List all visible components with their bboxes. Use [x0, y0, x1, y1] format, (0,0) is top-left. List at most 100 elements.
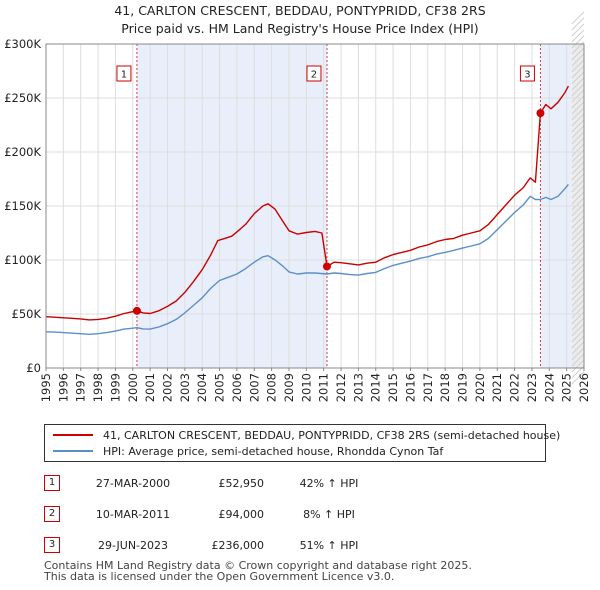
legend-label-property: 41, CARLTON CRESCENT, BEDDAU, PONTYPRIDD… [103, 428, 561, 442]
sale-row: 2 10-MAR-2011 £94,000 8% ↑ HPI [44, 506, 444, 524]
legend-item-property: 41, CARLTON CRESCENT, BEDDAU, PONTYPRIDD… [53, 427, 560, 443]
sale-label-text: 2 [311, 70, 317, 81]
x-tick-label: 2024 [542, 373, 556, 402]
legend-label-hpi: HPI: Average price, semi-detached house,… [103, 444, 444, 458]
x-tick-label: 2014 [369, 373, 383, 402]
x-tick-label: 2010 [299, 373, 313, 402]
footer-line-1: Contains HM Land Registry data © Crown c… [44, 559, 472, 572]
x-tick-label: 2005 [213, 373, 227, 402]
chart-title-line-2: Price paid vs. HM Land Registry's House … [121, 21, 479, 36]
future-hatch-line [571, 227, 585, 241]
sale-label-text: 1 [121, 70, 127, 81]
future-hatch-line [571, 215, 585, 229]
y-tick-label: £50K [12, 307, 42, 321]
x-tick-label: 2004 [195, 373, 209, 402]
sale-price: £94,000 [218, 508, 265, 521]
y-tick-label: £300K [4, 37, 41, 51]
sale-hpi-change: 8% ↑ HPI [303, 508, 355, 521]
future-hatch-line [571, 89, 585, 103]
future-hatch-line [571, 47, 585, 61]
future-hatch-line [571, 245, 585, 259]
future-hatch-line [571, 119, 585, 133]
x-tick-label: 2007 [247, 373, 261, 402]
sale-number-badge: 3 [44, 537, 60, 553]
x-tick-label: 1999 [108, 373, 122, 402]
sale-point [322, 262, 331, 271]
future-hatch-line [571, 353, 585, 367]
legend-swatch-property [53, 434, 93, 436]
future-hatch-line [571, 53, 585, 67]
x-tick-label: 2017 [421, 373, 435, 402]
y-tick-label: £0 [26, 361, 41, 375]
y-tick-label: £150K [4, 199, 41, 213]
legend-item-hpi: HPI: Average price, semi-detached house,… [53, 443, 443, 459]
future-hatch-line [571, 83, 585, 97]
x-tick-label: 2021 [490, 373, 504, 402]
future-hatch-line [571, 35, 585, 49]
sale-date: 10-MAR-2011 [95, 508, 171, 521]
sale-number-badge: 1 [44, 475, 60, 491]
future-hatch-line [571, 221, 585, 235]
future-hatch-line [571, 107, 585, 121]
series-line-property [45, 85, 570, 321]
future-hatch-line [571, 329, 585, 343]
x-tick-label: 2020 [473, 373, 487, 402]
future-hatch-line [571, 131, 585, 145]
sale-label-box [306, 65, 322, 82]
future-hatch-line [571, 29, 585, 43]
x-tick-label: 1998 [91, 373, 105, 402]
y-tick-label: £250K [4, 91, 41, 105]
x-tick-label: 2018 [438, 373, 452, 402]
future-hatch-line [571, 191, 585, 205]
future-hatch-line [571, 185, 585, 199]
future-hatch-line [571, 59, 585, 73]
future-hatch-line [571, 359, 585, 373]
future-hatch-line [571, 209, 585, 223]
x-tick-label: 2006 [230, 373, 244, 402]
future-hatch-line [571, 323, 585, 337]
sale-hpi-change: 42% ↑ HPI [299, 477, 359, 490]
future-hatch-line [571, 305, 585, 319]
future-hatch-line [571, 341, 585, 355]
future-hatch-line [571, 335, 585, 349]
future-hatch-line [571, 371, 585, 385]
sale-label-box [519, 65, 535, 82]
chart-title: 41, CARLTON CRESCENT, BEDDAU, PONTYPRIDD… [0, 2, 600, 38]
x-tick-label: 2001 [143, 373, 157, 402]
future-hatch-line [571, 347, 585, 361]
future-hatch-line [571, 179, 585, 193]
future-hatch-line [571, 197, 585, 211]
sale-date: 27-MAR-2000 [95, 477, 171, 490]
chart-title-line-1: 41, CARLTON CRESCENT, BEDDAU, PONTYPRIDD… [114, 3, 486, 18]
sale-date: 29-JUN-2023 [97, 539, 169, 552]
future-hatch-line [571, 239, 585, 253]
x-tick-label: 2022 [508, 373, 522, 402]
sale-row: 3 29-JUN-2023 £236,000 51% ↑ HPI [44, 537, 444, 555]
y-tick-label: £200K [4, 145, 41, 159]
x-tick-label: 2016 [403, 373, 417, 402]
x-tick-label: 2012 [334, 373, 348, 402]
sale-label-text: 3 [524, 70, 530, 81]
x-tick-label: 2008 [265, 373, 279, 402]
future-hatch-line [571, 143, 585, 157]
future-hatch-line [571, 11, 585, 25]
x-tick-label: 2025 [560, 373, 574, 402]
sale-label-box [116, 65, 132, 82]
future-hatch-line [571, 287, 585, 301]
x-tick-label: 2009 [282, 373, 296, 402]
x-tick-label: 2026 [577, 373, 591, 402]
footer-attribution: Contains HM Land Registry data © Crown c… [44, 560, 472, 582]
future-hatch-line [571, 161, 585, 175]
sale-point [536, 109, 545, 118]
sale-price: £52,950 [218, 477, 265, 490]
future-hatch-line [571, 125, 585, 139]
sale-number-badge: 2 [44, 506, 60, 522]
sale-price: £236,000 [211, 539, 265, 552]
future-hatch-line [571, 281, 585, 295]
future-hatch-line [571, 275, 585, 289]
future-hatch-line [571, 233, 585, 247]
future-hatch-line [571, 77, 585, 91]
future-hatch-line [571, 167, 585, 181]
sale-row: 1 27-MAR-2000 £52,950 42% ↑ HPI [44, 475, 444, 493]
footer-line-2: This data is licensed under the Open Gov… [44, 570, 395, 583]
